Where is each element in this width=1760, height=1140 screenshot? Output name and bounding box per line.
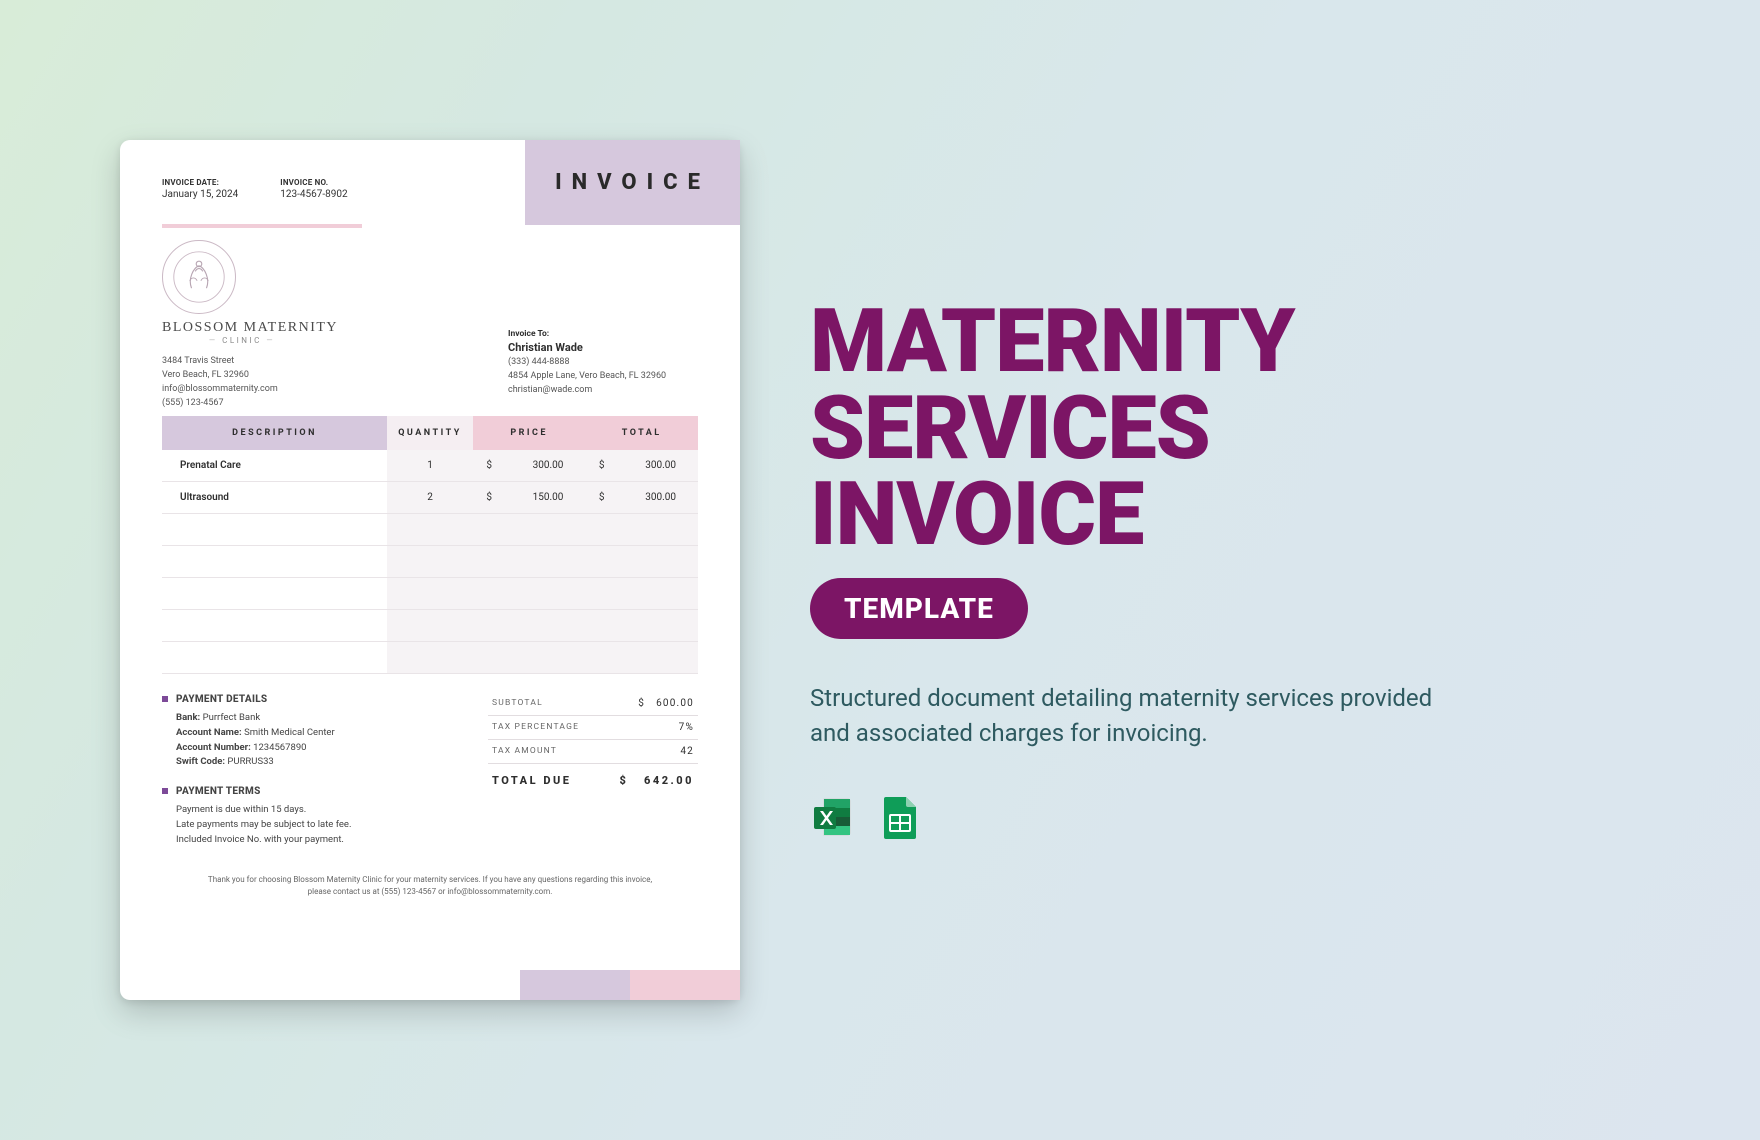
- bullet-icon: [162, 788, 168, 794]
- promo-description: Structured document detailing maternity …: [810, 681, 1450, 751]
- header-rule: [162, 224, 362, 228]
- footer-color-bars: [520, 970, 740, 1000]
- clinic-logo-icon: [162, 240, 236, 314]
- invoice-footer-note: Thank you for choosing Blossom Maternity…: [162, 874, 698, 898]
- bullet-icon: [162, 696, 168, 702]
- table-row: [162, 513, 698, 545]
- format-icons: [810, 793, 1640, 841]
- col-quantity: QUANTITY: [387, 416, 473, 450]
- invoice-no-label: INVOICE NO.: [280, 178, 347, 187]
- google-sheets-icon: [876, 793, 924, 841]
- col-description: DESCRIPTION: [162, 416, 387, 450]
- invoice-no-value: 123-4567-8902: [280, 189, 347, 200]
- payment-terms: PAYMENT TERMS Payment is due within 15 d…: [162, 784, 464, 848]
- excel-icon: [810, 793, 858, 841]
- table-row: [162, 545, 698, 577]
- payment-details: PAYMENT DETAILS Bank: Purrfect Bank Acco…: [162, 692, 464, 770]
- payment-details-heading: PAYMENT DETAILS: [176, 692, 335, 708]
- invoice-to: Invoice To: Christian Wade (333) 444-888…: [508, 329, 698, 398]
- line-items-body: Prenatal Care 1 $ 300.00 $ 300.00 Ultras…: [162, 450, 698, 674]
- invoice-date: INVOICE DATE: January 15, 2024: [162, 178, 238, 200]
- invoice-template-preview: INVOICE INVOICE DATE: January 15, 2024 I…: [120, 140, 740, 1000]
- invoice-banner: INVOICE: [525, 140, 740, 225]
- invoice-banner-text: INVOICE: [555, 170, 710, 195]
- table-row: Ultrasound 2 $ 150.00 $ 300.00: [162, 481, 698, 513]
- table-row: [162, 577, 698, 609]
- invoice-date-value: January 15, 2024: [162, 189, 238, 200]
- promo-panel: MATERNITY SERVICES INVOICE TEMPLATE Stru…: [810, 299, 1640, 840]
- invoice-number: INVOICE NO. 123-4567-8902: [280, 178, 347, 200]
- table-row: Prenatal Care 1 $ 300.00 $ 300.00: [162, 450, 698, 482]
- invoice-to-label: Invoice To:: [508, 329, 698, 339]
- table-row: [162, 641, 698, 673]
- promo-title: MATERNITY SERVICES INVOICE: [810, 299, 1640, 558]
- template-badge: TEMPLATE: [810, 578, 1028, 639]
- invoice-date-label: INVOICE DATE:: [162, 178, 238, 187]
- payment-terms-heading: PAYMENT TERMS: [176, 784, 351, 800]
- line-items-table: DESCRIPTION QUANTITY PRICE TOTAL Prenata…: [162, 416, 698, 674]
- invoice-to-name: Christian Wade: [508, 341, 698, 354]
- totals-block: SUBTOTAL $ 600.00 TAX PERCENTAGE 7% TAX …: [488, 692, 698, 852]
- table-row: [162, 609, 698, 641]
- col-total: TOTAL: [585, 416, 698, 450]
- col-price: PRICE: [473, 416, 586, 450]
